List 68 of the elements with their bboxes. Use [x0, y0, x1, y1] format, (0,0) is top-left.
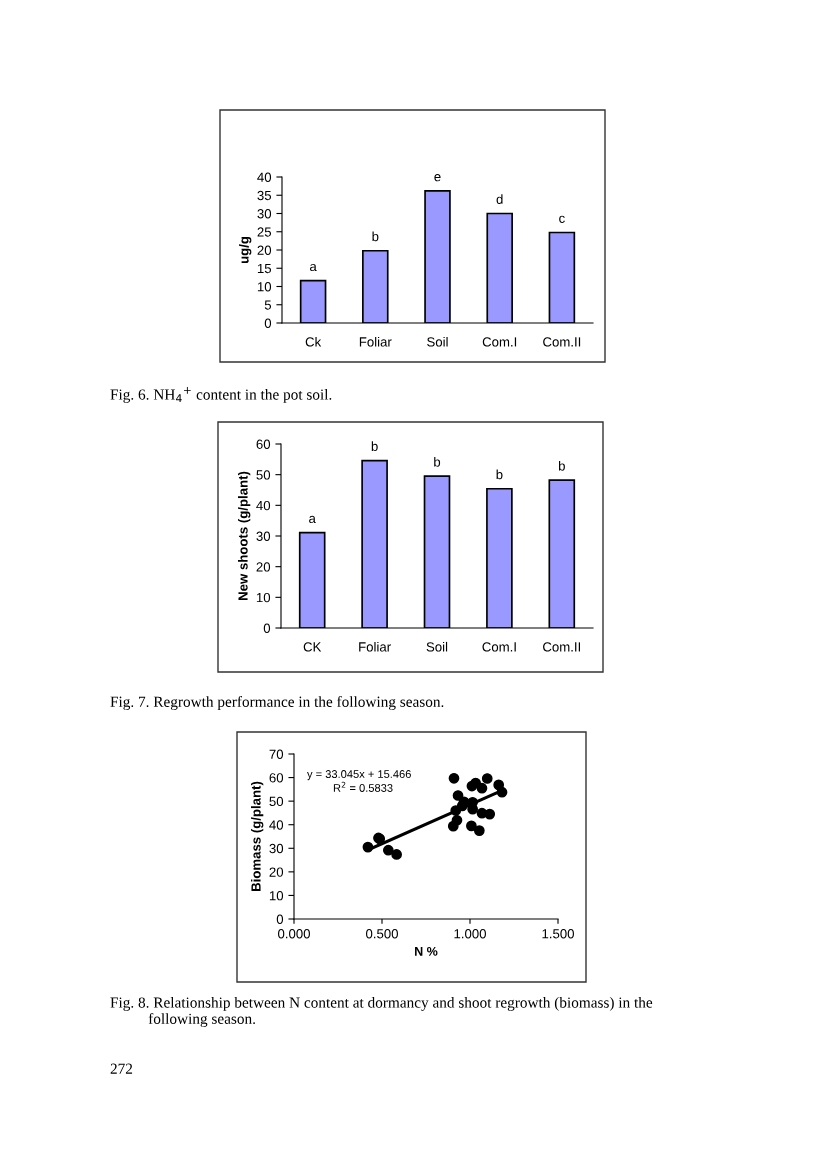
y-tick-label: 30 — [256, 531, 271, 541]
y-tick-label: 30 — [269, 843, 284, 854]
y-tick-label: 70 — [269, 749, 284, 759]
annotation: a — [309, 515, 316, 524]
x-tick-label: Ck — [305, 336, 322, 347]
x-tick-label: 1.500 — [542, 929, 574, 939]
y-tick-label: 60 — [269, 773, 284, 783]
x-tick-label: Foliar — [359, 641, 391, 652]
caption: Fig. 6. NH$_{4}$$^{+}$ content in the pot soil. — [110, 386, 332, 403]
point — [382, 844, 394, 856]
text: 272 — [110, 1063, 133, 1074]
point — [484, 808, 496, 820]
annotation: c — [559, 215, 565, 223]
x-tick-label: Soil — [427, 336, 448, 347]
x-axis-title: N % — [415, 946, 438, 956]
y-tick-label: 50 — [269, 796, 284, 807]
y-tick-label: 60 — [256, 439, 271, 449]
annotation: b — [371, 441, 378, 452]
y-tick-label: 15 — [257, 263, 272, 274]
x-tick-label: Com.I — [482, 642, 516, 652]
point — [476, 782, 488, 794]
y-tick-label: 20 — [257, 245, 272, 255]
annotation: b — [372, 231, 379, 242]
y-tick-label: 0 — [276, 914, 284, 924]
x-tick-label: CK — [303, 642, 322, 652]
y-tick-label: 5 — [264, 300, 272, 310]
y-tick-label: 0 — [264, 318, 272, 328]
y-tick-label: 10 — [269, 891, 284, 901]
point — [466, 820, 477, 832]
point — [447, 820, 459, 832]
annotation: R$^{2}$ = 0.5833 — [333, 781, 393, 792]
y-tick-label: 40 — [257, 172, 272, 182]
y-tick-label: 50 — [256, 470, 271, 480]
x-tick-label: Foliar — [359, 336, 392, 347]
point — [473, 825, 485, 836]
point — [448, 772, 460, 784]
y-tick-label: 25 — [257, 227, 272, 237]
x-tick-label: Com.I — [482, 337, 517, 347]
annotation: b — [434, 456, 441, 467]
y-tick-label: 10 — [257, 282, 272, 292]
point — [452, 790, 464, 801]
x-tick-label: Com.II — [543, 642, 581, 652]
y-tick-label: 20 — [256, 562, 271, 572]
y-tick-label: 40 — [269, 820, 284, 830]
annotation: e — [434, 174, 441, 182]
x-tick-label: Soil — [426, 641, 448, 652]
annotation: y = 33.045x + 15.466 — [307, 770, 411, 781]
x-tick-label: Com.II — [543, 337, 581, 347]
annotation: a — [309, 263, 317, 272]
caption: Fig. 8. Relationship between N content at dormancy and shoot regrowth (biomass) in the following season. — [110, 996, 653, 1028]
point — [391, 849, 402, 860]
y-tick-label: 10 — [256, 592, 271, 603]
y-tick-label: 35 — [257, 190, 272, 201]
y-tick-label: 20 — [269, 867, 284, 877]
annotation: b — [558, 460, 565, 471]
y-tick-label: 40 — [256, 500, 271, 511]
y-axis-title: Biomass (g/plant) — [251, 781, 264, 891]
y-tick-label: 0 — [263, 623, 271, 633]
y-tick-label: 30 — [257, 209, 272, 219]
x-tick-label: 0.500 — [366, 929, 398, 939]
y-axis-title: New shoots (g/plant) — [238, 471, 251, 600]
annotation: d — [496, 194, 503, 204]
point — [481, 773, 493, 784]
x-tick-label: 1.000 — [454, 929, 486, 939]
caption: Fig. 7. Regrowth performance in the following season. — [110, 695, 444, 711]
x-tick-label: 0.000 — [278, 929, 310, 939]
annotation: b — [496, 469, 503, 480]
y-axis-title: ug/g — [239, 236, 252, 264]
